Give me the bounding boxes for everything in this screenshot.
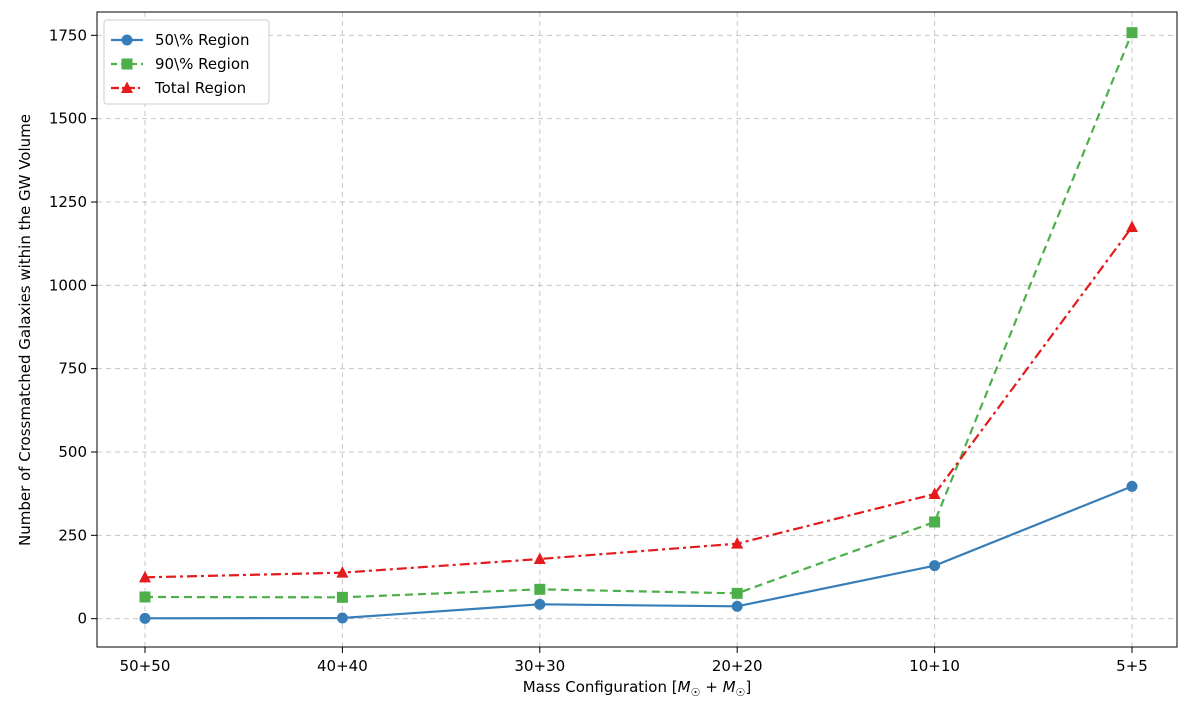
legend: 50\% Region 90\% Region Total Region — [103, 19, 270, 105]
plot-frame — [96, 11, 1178, 648]
data-point-marker — [1126, 27, 1138, 39]
data-point-marker — [139, 612, 151, 624]
y-tick-label: 1750 — [49, 26, 87, 44]
data-point-marker — [336, 612, 348, 624]
data-point-marker — [731, 587, 743, 599]
y-tick-label: 1500 — [49, 110, 87, 128]
y-tick-label: 0 — [77, 610, 87, 628]
series-line — [144, 485, 1133, 620]
x-tick-label: 10+10 — [909, 657, 960, 675]
legend-entry: 90\% Region — [111, 55, 250, 73]
data-point-marker — [336, 566, 349, 578]
data-point-marker — [534, 583, 546, 595]
y-tick-label: 250 — [58, 526, 87, 544]
data-point-marker — [1126, 220, 1138, 232]
x-axis-title-m2: M — [723, 678, 736, 696]
data-point-marker — [928, 487, 941, 499]
data-point-marker — [731, 600, 743, 612]
data-point-marker — [929, 516, 941, 528]
legend-marker — [121, 58, 133, 70]
y-axis-title: Number of Crossmatched Galaxies within t… — [16, 114, 34, 546]
x-tick-label: 5+5 — [1116, 657, 1148, 675]
legend-label: 90\% Region — [155, 55, 250, 73]
legend-label: Total Region — [154, 79, 246, 97]
x-axis-title-sun2: ☉ — [736, 686, 746, 699]
series-2 — [139, 27, 1138, 603]
data-point-marker — [731, 537, 744, 549]
y-tick-label: 750 — [58, 360, 87, 378]
x-tick-label: 30+30 — [514, 657, 565, 675]
y-tick-label: 500 — [58, 443, 87, 461]
series-layer — [139, 27, 1138, 624]
y-tick-label: 1000 — [49, 276, 87, 294]
series-1 — [139, 480, 1138, 624]
series-3 — [139, 220, 1138, 583]
y-axis-ticks: 0 250 500 750 1000 1250 1500 1750 — [49, 26, 97, 628]
data-point-marker — [1126, 480, 1138, 492]
x-axis-title-plus: + — [700, 678, 722, 696]
x-axis-ticks: 50+50 40+40 30+30 20+20 10+10 5+5 — [120, 647, 1148, 675]
x-axis-title-m1: M — [678, 678, 691, 696]
x-tick-label: 20+20 — [712, 657, 763, 675]
legend-entry: Total Region — [111, 79, 246, 97]
x-tick-label: 40+40 — [317, 657, 368, 675]
legend-entry: 50\% Region — [111, 31, 250, 49]
legend-marker — [121, 34, 133, 46]
legend-label: 50\% Region — [155, 31, 250, 49]
series-line — [144, 32, 1134, 599]
data-point-marker — [533, 552, 546, 564]
data-point-marker — [929, 560, 941, 572]
x-axis-title: Mass Configuration [M☉ + M☉] — [523, 678, 752, 699]
x-tick-label: 50+50 — [120, 657, 171, 675]
legend-marker — [121, 81, 133, 93]
y-tick-label: 1250 — [49, 193, 87, 211]
x-axis-title-suffix: ] — [745, 678, 751, 696]
x-axis-title-sun1: ☉ — [691, 686, 701, 699]
data-point-marker — [139, 591, 151, 603]
x-axis-title-prefix: Mass Configuration [ — [523, 678, 678, 696]
data-point-marker — [336, 591, 348, 603]
data-point-marker — [139, 570, 151, 583]
legend-box — [103, 19, 270, 105]
data-point-marker — [534, 598, 546, 610]
